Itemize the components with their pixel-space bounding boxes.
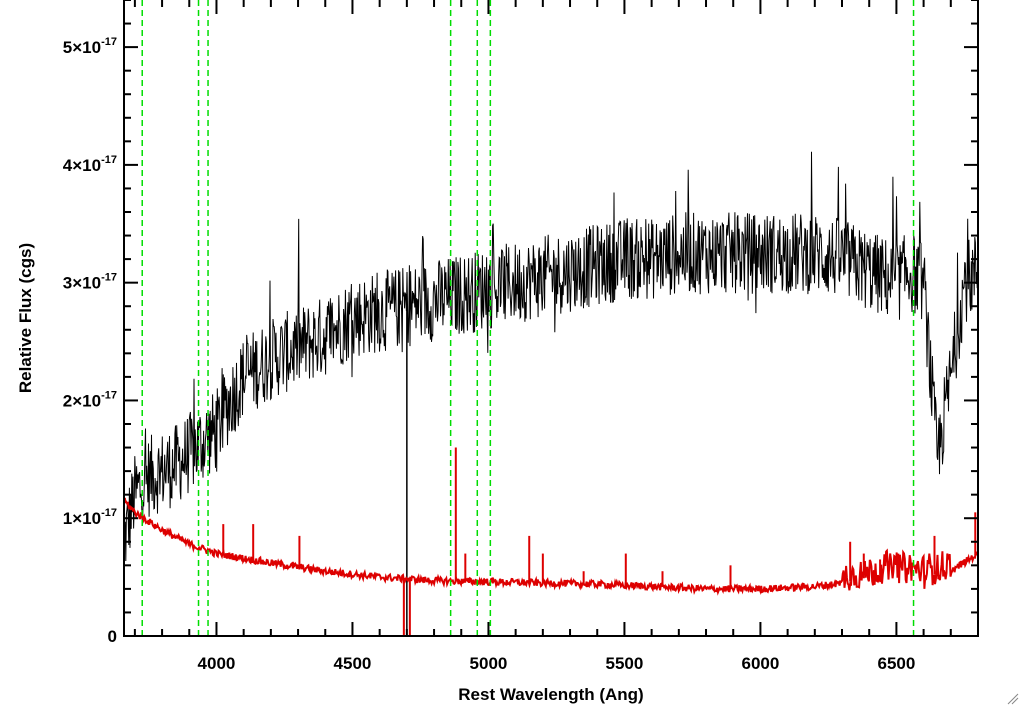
series-model-line [124, 497, 978, 596]
plot-frame [123, 0, 979, 637]
plot-area [124, 0, 978, 636]
x-axis-title: Rest Wavelength (Ang) [458, 685, 643, 704]
x-tick-label: 6500 [877, 654, 915, 673]
reference-lines [141, 0, 915, 636]
x-tick-label: 4500 [334, 654, 372, 673]
axis-ticks [124, 0, 979, 637]
y-axis-title: Relative Flux (cgs) [16, 243, 35, 393]
resize-grip-icon [1007, 693, 1019, 705]
y-tick-label: 0 [108, 627, 117, 646]
axes-frame [123, 0, 979, 637]
series-model-dip [402, 577, 411, 636]
series-observed-line [124, 151, 978, 562]
x-tick-label: 5000 [470, 654, 508, 673]
x-tick-label: 4000 [198, 654, 236, 673]
x-tick-label: 6000 [742, 654, 780, 673]
x-tick-label: 5500 [606, 654, 644, 673]
series-layer [124, 151, 978, 636]
